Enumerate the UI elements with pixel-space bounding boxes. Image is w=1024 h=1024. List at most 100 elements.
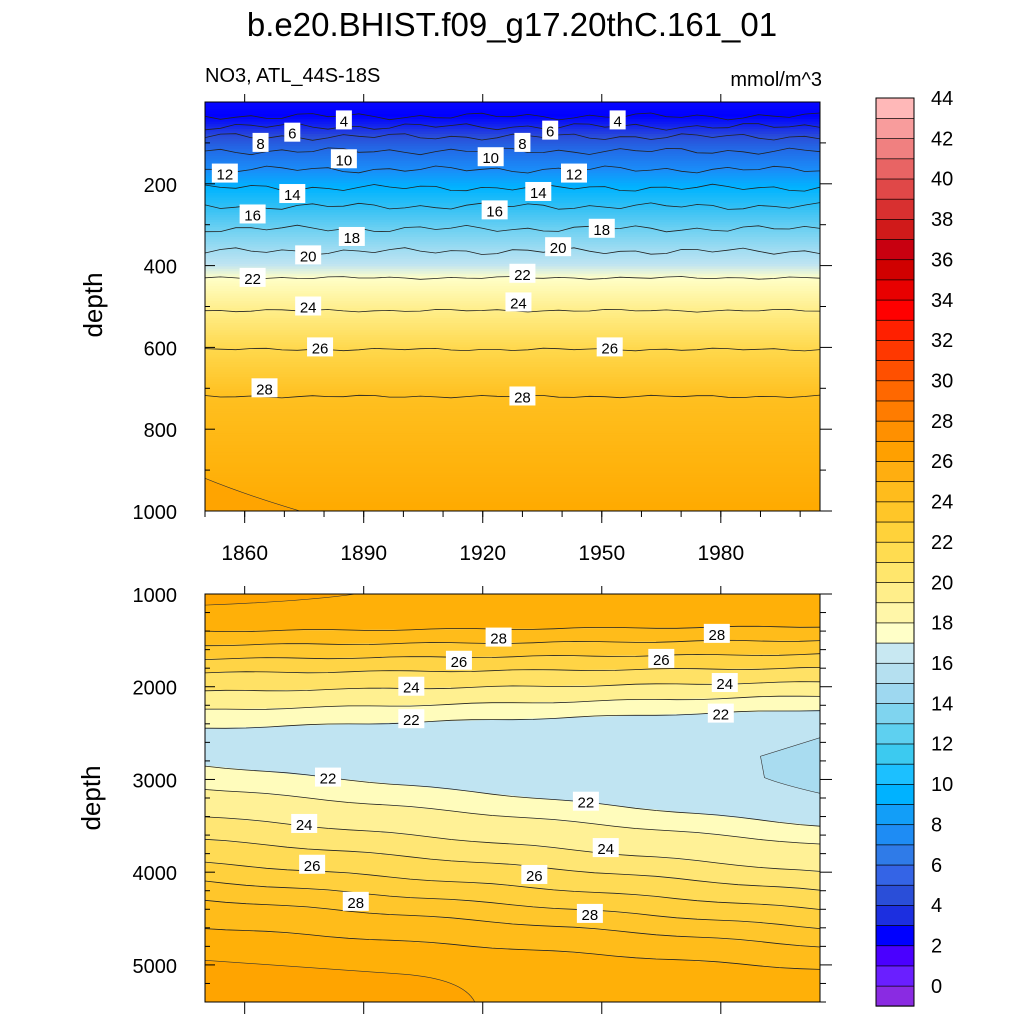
upper-band	[205, 241, 820, 245]
lower-band	[205, 765, 820, 845]
upper-band	[205, 315, 820, 319]
colorbar-swatch	[875, 319, 915, 341]
contour-label-bg	[299, 854, 326, 874]
contour-line	[205, 838, 820, 891]
upper-band	[205, 425, 820, 429]
upper-band	[205, 492, 820, 496]
contour-label-bg	[514, 132, 531, 152]
colorbar-swatch	[875, 158, 915, 180]
upper-band	[205, 374, 820, 378]
chart-subtitle-right: mmol/m^3	[730, 69, 822, 91]
colorbar-swatch	[875, 238, 915, 261]
colorbar-swatch	[875, 824, 915, 846]
upper-band	[205, 433, 820, 437]
contour-label-bg	[707, 703, 734, 723]
colorbar-label: 16	[931, 653, 953, 675]
upper-band	[205, 416, 820, 420]
upper-band	[205, 286, 820, 290]
colorbar-swatch	[875, 965, 915, 987]
contour-label-bg	[525, 181, 552, 201]
upper-band	[205, 506, 820, 510]
upper-band	[205, 190, 820, 194]
upper-band	[205, 482, 820, 486]
lower-band	[205, 696, 820, 729]
colorbar-swatch	[875, 945, 915, 967]
upper-band	[205, 234, 820, 238]
colorbar-swatch	[875, 460, 915, 483]
upper-band	[205, 246, 820, 250]
colorbar-label: 14	[931, 693, 953, 715]
upper-band	[205, 133, 820, 137]
chart-title: b.e20.BHIST.f09_g17.20thC.161_01	[247, 6, 777, 43]
upper-band	[205, 384, 820, 388]
upper-band	[205, 124, 820, 128]
upper-band	[205, 327, 820, 331]
upper-band	[205, 460, 820, 464]
colorbar-frame	[875, 97, 915, 1007]
upper-band	[205, 232, 820, 236]
contour-label-bg	[477, 147, 504, 167]
upper-band	[205, 283, 820, 287]
upper-band	[205, 479, 820, 483]
x-tick-label: 1860	[221, 542, 268, 565]
upper-band	[205, 335, 820, 339]
upper-band	[205, 477, 820, 481]
colorbar-swatch	[875, 803, 915, 826]
colorbar-swatch	[875, 581, 915, 604]
contour-label: 8	[518, 136, 526, 153]
upper-band	[205, 173, 820, 177]
colorbar-label: 2	[931, 935, 942, 957]
colorbar-swatch	[875, 642, 915, 664]
contour-line	[205, 667, 820, 674]
upper-band	[205, 163, 820, 167]
colorbar-label: 6	[931, 855, 942, 877]
upper-band	[205, 119, 820, 123]
upper-band	[205, 209, 820, 214]
contour-label: 22	[514, 267, 531, 284]
upper-band	[205, 494, 820, 498]
upper-band	[205, 178, 820, 182]
contour-label-bg	[291, 813, 318, 833]
contour-label: 28	[514, 389, 531, 406]
upper-panel: 200 400 600 800 1000 1860 1890 1920 1950 1980 4 6 8 1…	[133, 94, 832, 565]
upper-band	[205, 472, 820, 476]
contour-line	[205, 147, 820, 156]
contour-line	[205, 133, 820, 141]
contour-label: 20	[300, 248, 317, 265]
lower-fill-layer	[205, 594, 820, 1002]
contour-label-bg	[445, 650, 472, 670]
colorbar-swatch	[875, 521, 915, 543]
contour-label: 16	[486, 203, 503, 220]
contour-label-bg	[509, 386, 536, 406]
upper-band	[205, 381, 820, 385]
contour-label-bg	[315, 767, 341, 787]
contour-label: 12	[566, 167, 583, 184]
contour-label-bg	[542, 120, 559, 140]
contour-label-bg	[572, 791, 599, 811]
upper-band	[205, 236, 820, 241]
colorbar-label: 44	[931, 88, 953, 110]
contour-label-bg	[596, 337, 623, 357]
colorbar-swatch	[875, 440, 915, 462]
contour-label: 22	[320, 771, 337, 788]
upper-band	[205, 349, 820, 353]
y-tick-label: 2000	[133, 678, 178, 700]
contour-line	[205, 112, 820, 121]
y-tick-label: 200	[144, 175, 177, 197]
contour-label-bg	[648, 648, 675, 668]
contour-label: 6	[288, 126, 296, 143]
contour-line	[205, 122, 820, 131]
contour-label: 26	[526, 868, 543, 885]
contour-line	[205, 880, 820, 929]
contour-label: 26	[312, 340, 329, 357]
colorbar-swatch	[875, 884, 915, 906]
upper-band	[205, 207, 820, 211]
upper-band	[205, 160, 820, 164]
lower-band	[205, 862, 820, 928]
colorbar-label: 20	[931, 572, 953, 594]
upper-band	[205, 151, 820, 155]
upper-band	[205, 322, 820, 326]
colorbar-label: 42	[931, 128, 953, 150]
upper-band	[205, 180, 820, 184]
